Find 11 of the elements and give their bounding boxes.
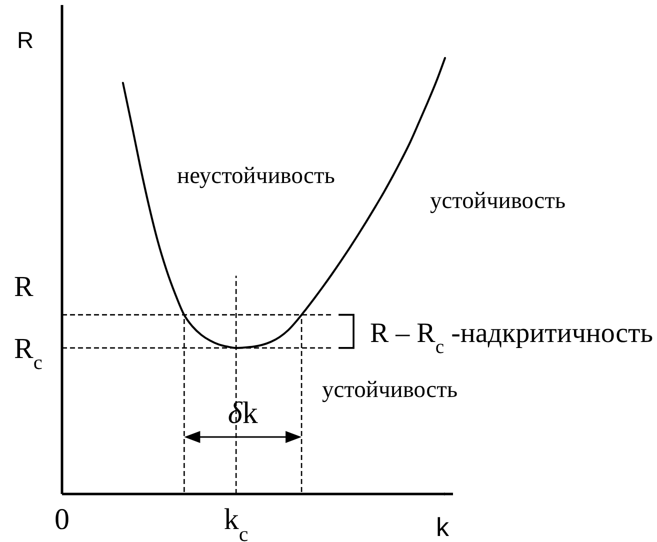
annotation: устойчивость <box>430 188 566 214</box>
ref-line-label: R$_{c}$ <box>14 332 42 374</box>
annotation: δk <box>228 395 258 430</box>
x-axis-title: k <box>436 512 450 542</box>
y-axis-title: R <box>17 27 34 53</box>
x-tick-label: 0 <box>54 503 70 536</box>
annotation: устойчивость <box>322 377 458 403</box>
x-tick-label: k$_{c}$ <box>224 503 248 542</box>
annotation: R – R$_{c}$ -надкритичность <box>370 318 654 358</box>
ref-line-label: R <box>14 270 34 303</box>
annotation: неустойчивость <box>177 163 335 189</box>
